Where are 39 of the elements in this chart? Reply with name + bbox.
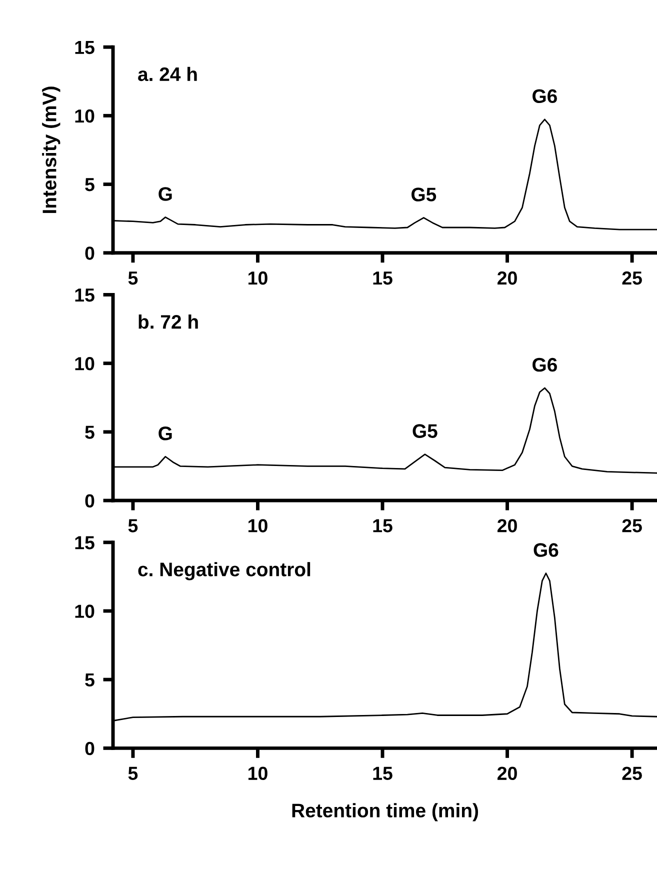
y-tick-label: 15: [75, 536, 94, 550]
annotation: G: [158, 426, 172, 440]
x-tick-label: 15: [373, 519, 392, 532]
x-tick-label: 5: [128, 519, 138, 532]
x-tick-label: 20: [498, 766, 517, 780]
annotation: G5: [412, 424, 438, 438]
x-tick-label: 10: [248, 271, 268, 285]
x-tick-label: 25: [622, 766, 642, 780]
y-tick-label: 5: [85, 426, 94, 439]
y-tick-label: 0: [85, 494, 94, 508]
y-tick-label: 0: [85, 246, 94, 260]
text: a. 24 h: [138, 66, 197, 82]
y-tick-label: 5: [85, 178, 94, 192]
x-tick-label: 10: [248, 519, 268, 532]
x-tick-label: 10: [248, 766, 268, 780]
x-tick-label: 25: [622, 519, 642, 532]
x-tick-label: 20: [498, 271, 517, 285]
y-tick-label: 15: [75, 288, 94, 302]
y-tick-label: 10: [75, 357, 94, 370]
y-axis-title: Intensity (mV): [42, 86, 60, 213]
x-axis-title: Retention time (min): [292, 803, 478, 822]
y-tick-label: 0: [85, 742, 94, 756]
annotation: G6: [534, 543, 558, 557]
x-tick-label: 25: [622, 271, 642, 285]
y-tick-label: 10: [75, 109, 94, 123]
y-tick-label: 10: [75, 604, 94, 618]
x-tick-label: 20: [498, 519, 517, 532]
x-tick-label: 5: [128, 272, 138, 285]
y-tick-label: 5: [85, 673, 94, 687]
text: c. Negative control: [138, 562, 310, 580]
x-tick-label: 15: [373, 766, 392, 780]
annotation: G6: [532, 358, 557, 372]
y-tick-label: 15: [75, 40, 94, 54]
annotation: G5: [412, 188, 436, 202]
annotation: G6: [532, 89, 557, 104]
x-tick-label: 15: [373, 272, 392, 285]
text: b. 72 h: [138, 314, 198, 329]
annotation: G: [158, 187, 172, 201]
x-tick-label: 5: [128, 766, 138, 780]
